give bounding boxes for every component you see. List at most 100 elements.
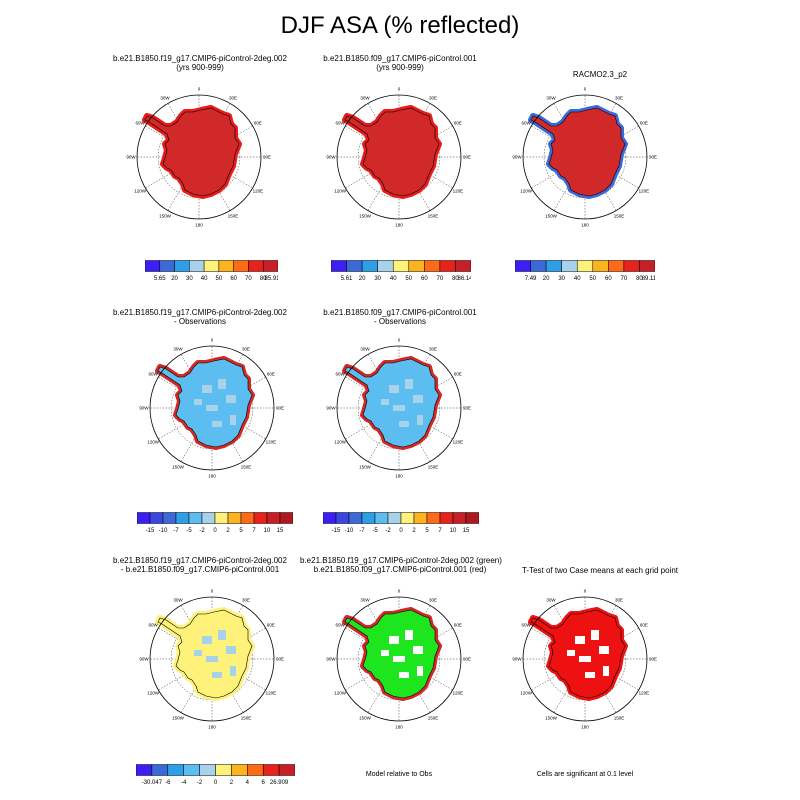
longitude-label: 120W: [134, 189, 147, 194]
map-ttest-significance: 0 30E 60E 90E 120E 150E 180 150W 120W 90W 60W 30W: [510, 584, 660, 734]
panel-title-line2: b.e21.B1850.f09_g17.CMIP6-piControl.001 …: [313, 565, 487, 574]
grid-cell-patch: [212, 672, 222, 678]
colorbar-svg: -30.047 -6 -4 -2 0 2 4 6 26.909: [135, 764, 296, 786]
longitude-label: 90W: [139, 657, 149, 662]
map-f19-asa: 0 30E 60E 90E 120E 150E 180 150W 120W 90W 60W 30W: [124, 82, 274, 232]
colorbar-swatch: [215, 764, 232, 776]
colorbar-tick-label: 26.909: [270, 780, 289, 786]
longitude-label: 150E: [614, 715, 625, 720]
colorbar-tick-label: 5.65: [154, 276, 166, 282]
map-boundary: [336, 596, 462, 722]
grid-cell-patch: [230, 415, 236, 425]
colorbar-tick-label: 80: [636, 276, 643, 282]
longitude-label: 90W: [512, 155, 522, 160]
colorbar-tick-label: 85.91: [264, 276, 278, 282]
longitude-label: 60W: [335, 372, 345, 377]
colorbar-swatch: [278, 764, 296, 776]
colorbar-tick-label: 7.49: [525, 276, 537, 282]
panel-title-f19-f09: b.e21.B1850.f19_g17.CMIP6-piControl-2deg…: [100, 556, 300, 574]
panel-title-line1: b.e21.B1850.f19_g17.CMIP6-piControl-2deg…: [113, 308, 287, 317]
longitude-label: 30W: [360, 96, 370, 101]
colorbar-tick-label: 10: [264, 528, 271, 534]
colorbar-tick-label: 0: [399, 528, 403, 534]
colorbar-tick-label: 5: [425, 528, 429, 534]
colorbar-swatch: [330, 260, 347, 272]
grid-cell-patch: [389, 385, 399, 393]
grid-cell-patch: [381, 650, 389, 656]
panel-title-line2: - Observations: [173, 317, 227, 326]
colorbar-tick-label: 89.11: [642, 276, 655, 282]
longitude-label: 60W: [135, 121, 145, 126]
panel-title-line1: T-Test of two Case means at each grid po…: [521, 566, 679, 575]
continent-field: [344, 609, 440, 699]
longitude-label: 60E: [640, 121, 648, 126]
grid-cell-patch: [206, 656, 218, 662]
colorbar-tick-label: 15: [277, 528, 284, 534]
colorbar-tick-label: 86.14: [457, 276, 471, 282]
grid-cell-patch: [212, 421, 222, 427]
colorbar-tick-label: -2: [199, 528, 205, 534]
continent-field: [344, 107, 440, 197]
longitude-label: 150W: [359, 464, 372, 469]
grid-cell-patch: [218, 630, 226, 640]
panel-title-f09-obs: b.e21.B1850.f09_g17.CMIP6-piControl.001 …: [300, 308, 500, 326]
colorbar-tick-label: 0: [213, 528, 217, 534]
longitude-label: 30W: [173, 347, 183, 352]
grid-cell-patch: [226, 646, 236, 654]
colorbar-tick-label: -15: [332, 528, 341, 534]
colorbar-swatch: [174, 260, 190, 272]
map-boundary: [522, 94, 648, 220]
colorbar-tick-label: 60: [230, 276, 237, 282]
longitude-label: 120E: [639, 691, 650, 696]
longitude-label: 180: [208, 725, 216, 730]
continent-field: [144, 107, 240, 197]
colorbar-tick-label: -10: [345, 528, 354, 534]
grid-cell-patch: [575, 636, 585, 644]
grid-cell-patch: [206, 405, 218, 411]
colorbar-tick-label: 15: [463, 528, 470, 534]
map-boundary: [149, 596, 275, 722]
longitude-label: 180: [395, 474, 403, 479]
colorbar-swatch: [231, 764, 248, 776]
map-boundary: [336, 345, 462, 471]
colorbar-tick-label: 0: [214, 780, 218, 786]
note-model-relative-obs: Model relative to Obs: [365, 771, 433, 778]
colorbar-tick-label: -5: [186, 528, 192, 534]
longitude-label: 60W: [148, 372, 158, 377]
longitude-label: 60E: [267, 623, 275, 628]
polar-map-svg: 0 30E 60E 90E 120E 150E 180 150W 120W 90W 60W 30W: [326, 338, 471, 479]
longitude-label: 30E: [229, 96, 237, 101]
colorbar-tick-label: -15: [146, 528, 155, 534]
colorbar-swatch: [452, 512, 467, 524]
colorbar-swatch: [144, 260, 161, 272]
longitude-label: 30E: [429, 598, 437, 603]
continent-field: [530, 609, 626, 699]
colorbar-swatch: [149, 512, 164, 524]
polar-map-svg: 0 30E 60E 90E 120E 150E 180 150W 120W 90W 60W 30W: [139, 338, 284, 479]
colorbar-swatch: [439, 260, 456, 272]
map-f09-asa: 0 30E 60E 90E 120E 150E 180 150W 120W 90W 60W 30W: [324, 82, 474, 232]
longitude-label: 90W: [126, 155, 136, 160]
colorbar-swatch: [189, 260, 205, 272]
longitude-label: 150E: [428, 715, 439, 720]
longitude-label: 150W: [159, 213, 172, 218]
colorbar-tick-label: 6: [262, 780, 266, 786]
colorbar-svg: -15 -10 -7 -5 -2 0 2 5 7 10 15: [136, 512, 294, 534]
panel-title-line2: - b.e21.B1850.f09_g17.CMIP6-piControl.00…: [120, 565, 280, 574]
colorbar-tick-label: -10: [159, 528, 168, 534]
longitude-label: 0: [211, 338, 214, 343]
colorbar-swatch: [266, 512, 281, 524]
longitude-label: 60W: [521, 623, 531, 628]
panel-title-line1: b.e21.B1850.f19_g17.CMIP6-piControl-2deg…: [113, 54, 287, 63]
longitude-label: 120E: [453, 691, 464, 696]
panel-title-f19: b.e21.B1850.f19_g17.CMIP6-piControl-2deg…: [100, 54, 300, 72]
grid-cell-patch: [599, 646, 609, 654]
grid-cell-patch: [579, 656, 591, 662]
grid-cell-patch: [194, 650, 202, 656]
polar-map-svg: 0 30E 60E 90E 120E 150E 180 150W 120W 90W 60W 30W: [326, 87, 471, 228]
panel-title-line2: (yrs 900-999): [376, 63, 424, 72]
polar-map-svg: 0 30E 60E 90E 120E 150E 180 150W 120W 90W 60W 30W: [512, 589, 657, 730]
colorbar-tick-label: 7: [438, 528, 442, 534]
grid-cell-patch: [405, 379, 413, 389]
